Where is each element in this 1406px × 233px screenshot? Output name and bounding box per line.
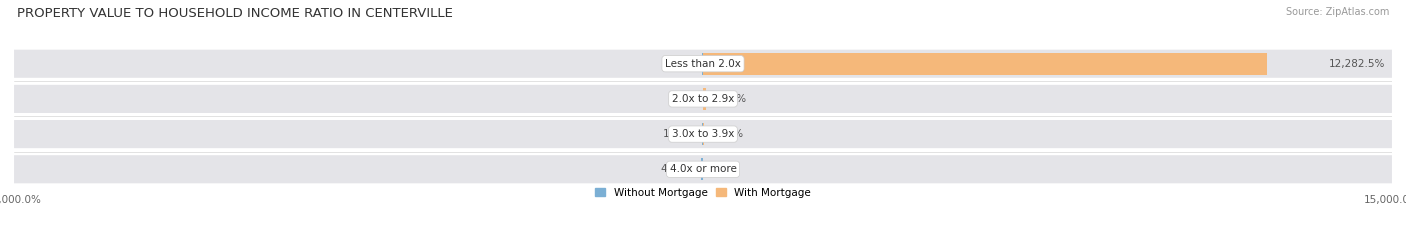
Text: 8.8%: 8.8% xyxy=(710,164,737,174)
Text: 12.1%: 12.1% xyxy=(662,129,696,139)
FancyBboxPatch shape xyxy=(14,50,1392,78)
Text: 4.0x or more: 4.0x or more xyxy=(669,164,737,174)
Text: 47.4%: 47.4% xyxy=(661,164,695,174)
Text: 12,282.5%: 12,282.5% xyxy=(1329,59,1385,69)
Text: 31.6%: 31.6% xyxy=(662,59,695,69)
Text: 18.3%: 18.3% xyxy=(710,129,744,139)
Text: 3.0x to 3.9x: 3.0x to 3.9x xyxy=(672,129,734,139)
Text: 9.0%: 9.0% xyxy=(669,94,696,104)
FancyBboxPatch shape xyxy=(14,120,1392,148)
Legend: Without Mortgage, With Mortgage: Without Mortgage, With Mortgage xyxy=(595,188,811,198)
FancyBboxPatch shape xyxy=(14,155,1392,183)
Text: 62.4%: 62.4% xyxy=(713,94,745,104)
Bar xyxy=(702,53,703,75)
Text: Source: ZipAtlas.com: Source: ZipAtlas.com xyxy=(1285,7,1389,17)
Text: 2.0x to 2.9x: 2.0x to 2.9x xyxy=(672,94,734,104)
Bar xyxy=(703,88,706,110)
Text: PROPERTY VALUE TO HOUSEHOLD INCOME RATIO IN CENTERVILLE: PROPERTY VALUE TO HOUSEHOLD INCOME RATIO… xyxy=(17,7,453,20)
Text: Less than 2.0x: Less than 2.0x xyxy=(665,59,741,69)
Bar xyxy=(700,158,703,180)
FancyBboxPatch shape xyxy=(14,85,1392,113)
Bar xyxy=(703,53,1267,75)
